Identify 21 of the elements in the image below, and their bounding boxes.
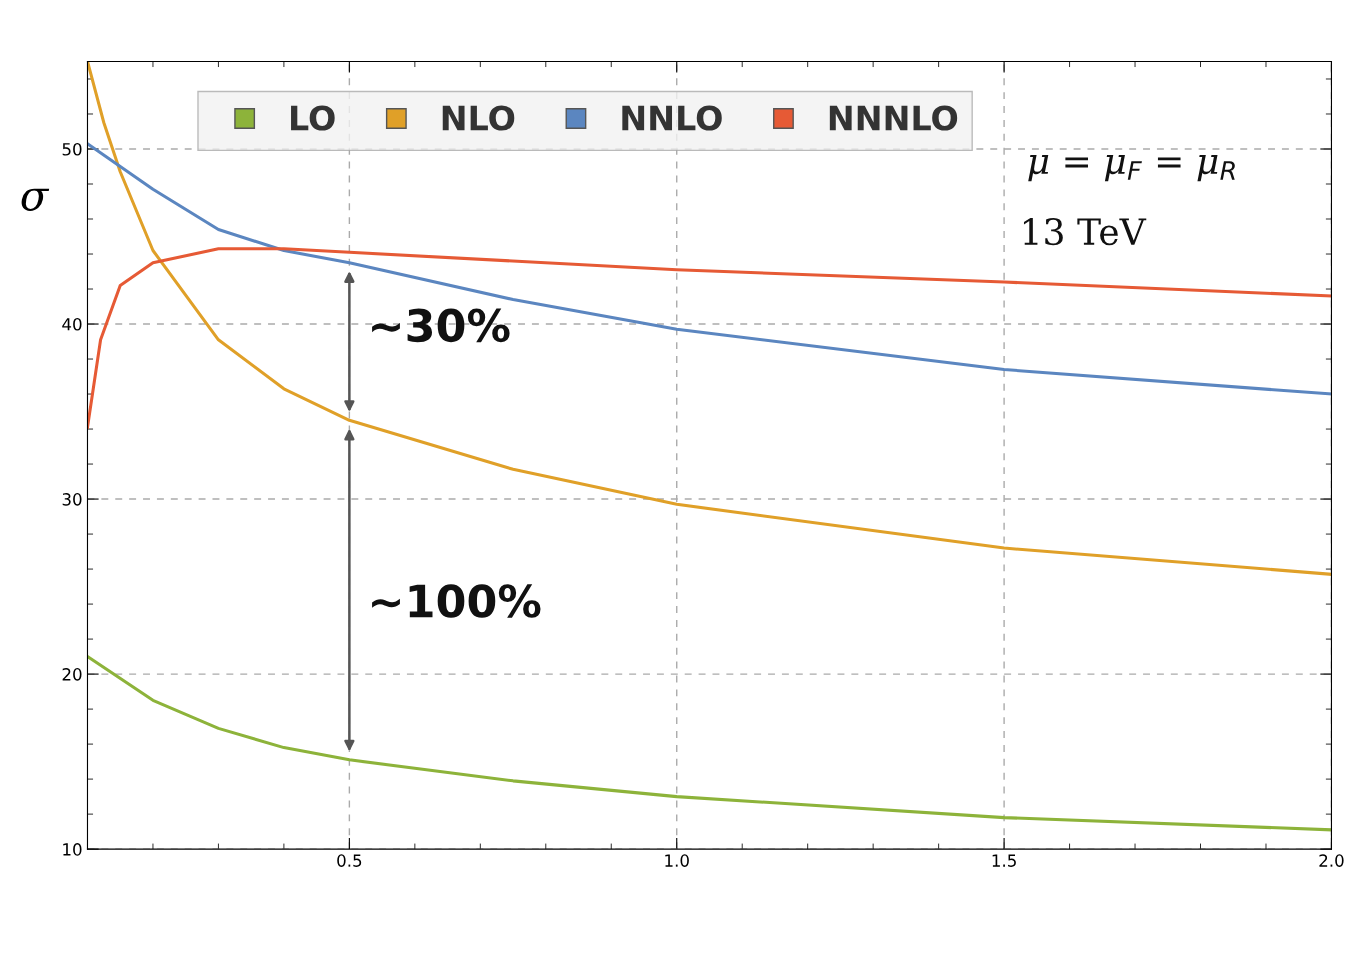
- line-series: [87, 655, 1332, 832]
- y-tick-label: 10: [63, 843, 82, 856]
- legend-label: NNLO: [622, 105, 722, 131]
- annotation: 13 TeV: [1023, 217, 1147, 246]
- x-tick-label: 2.0: [1319, 854, 1344, 867]
- y-axis-title: σ: [21, 188, 50, 211]
- y-tick-label: 40: [62, 317, 82, 331]
- annotation: ~30%: [372, 308, 510, 343]
- x-tick-label: 1.5: [992, 854, 1016, 867]
- legend-label: NLO: [442, 105, 515, 131]
- x-tick-label: 1.0: [665, 854, 689, 867]
- line-series: [87, 247, 1332, 429]
- y-tick-label: 20: [62, 668, 82, 681]
- x-tick-label: 0.5: [337, 854, 362, 867]
- legend-label: NNNLO: [829, 105, 958, 131]
- annotation: ~100%: [372, 584, 541, 618]
- y-tick-label: 30: [62, 493, 82, 506]
- annotation: μ = μ$_{F}$ = μ$_{R}$: [1028, 154, 1235, 182]
- legend-label: LO: [291, 105, 335, 131]
- y-tick-label: 50: [62, 142, 82, 156]
- line-series: [87, 142, 1332, 396]
